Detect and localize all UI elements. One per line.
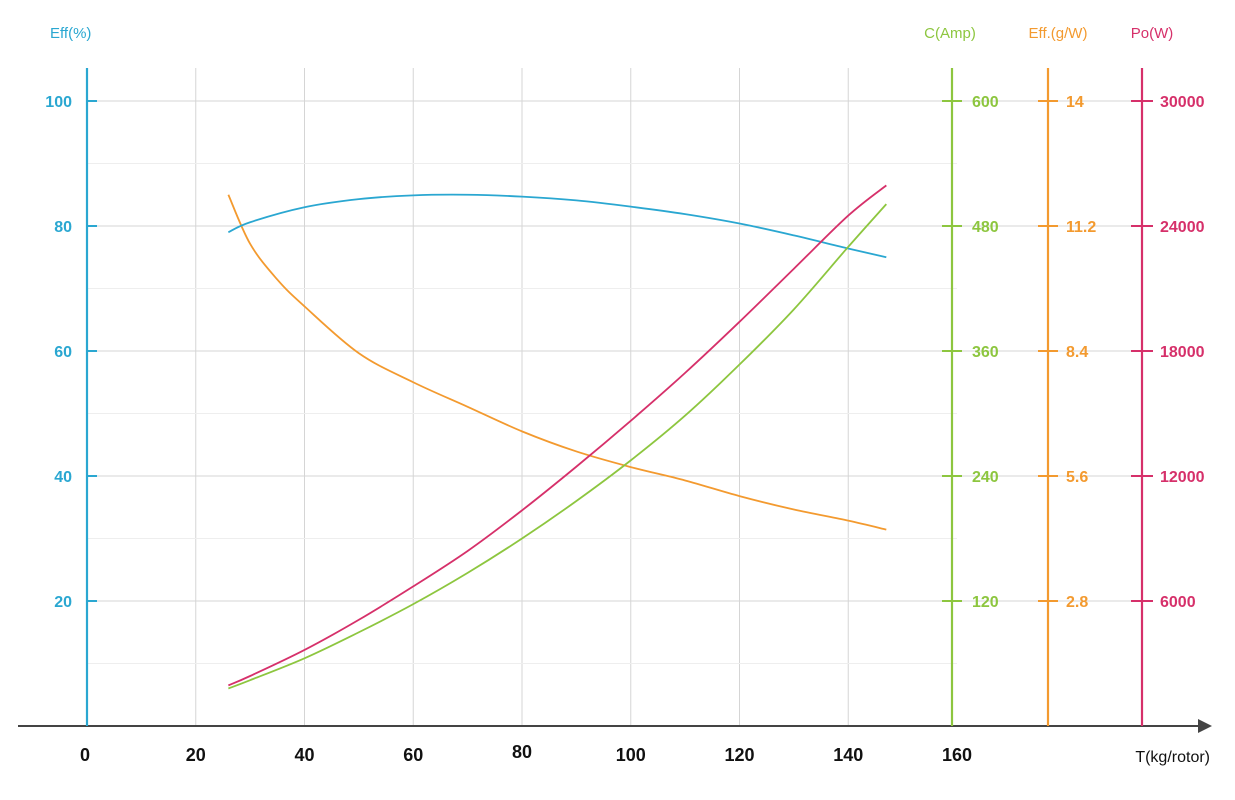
y-axis-title-current: C(Amp) <box>924 25 976 42</box>
y-tick-label-eff_gw: 11.2 <box>1066 219 1096 236</box>
x-tick-label: 40 <box>294 745 314 765</box>
y-tick-label-current: 120 <box>972 594 999 611</box>
x-tick-label: 80 <box>512 742 532 762</box>
grid-lines <box>87 68 1142 726</box>
axis-labels: T(kg/rotor) Eff(%) C(Amp) Eff.(g/W) Po(W) <box>50 25 1210 766</box>
y-axis-title-eff_gw: Eff.(g/W) <box>1029 25 1088 42</box>
y-axis-title-power: Po(W) <box>1131 25 1174 42</box>
y-tick-label-power: 24000 <box>1160 219 1205 236</box>
y-tick-label-current: 480 <box>972 219 999 236</box>
x-tick-label: 120 <box>724 745 754 765</box>
y-tick-label-eff_gw: 5.6 <box>1066 469 1088 486</box>
y-axis-title-eff_pct: Eff(%) <box>50 25 91 42</box>
y-tick-label-eff_pct: 60 <box>54 344 72 361</box>
x-tick-label: 20 <box>186 745 206 765</box>
y-tick-label-current: 600 <box>972 94 999 111</box>
x-tick-label: 100 <box>616 745 646 765</box>
x-axis-arrow-icon <box>1198 719 1212 733</box>
y-tick-label-power: 18000 <box>1160 344 1205 361</box>
y-tick-label-power: 6000 <box>1160 594 1196 611</box>
y-tick-label-eff_pct: 40 <box>54 469 72 486</box>
series-line-eff_pct <box>227 193 887 259</box>
y-tick-label-eff_pct: 20 <box>54 594 72 611</box>
series-line-power <box>228 184 887 687</box>
y-tick-label-eff_gw: 8.4 <box>1066 344 1088 361</box>
y-tick-label-current: 360 <box>972 344 999 361</box>
y-tick-label-power: 12000 <box>1160 469 1205 486</box>
x-tick-label: 140 <box>833 745 863 765</box>
y-tick-label-power: 30000 <box>1160 94 1205 111</box>
y-tick-label-eff_pct: 100 <box>45 94 72 111</box>
y-tick-label-current: 240 <box>972 469 999 486</box>
series-line-current <box>228 203 887 690</box>
y-tick-label-eff_pct: 80 <box>54 219 72 236</box>
x-tick-label: 0 <box>80 745 90 765</box>
y-tick-label-eff_gw: 14 <box>1066 94 1084 111</box>
x-tick-label: 160 <box>942 745 972 765</box>
y-tick-label-eff_gw: 2.8 <box>1066 594 1088 611</box>
series-line-eff_gw <box>227 194 887 531</box>
series-lines <box>227 184 887 690</box>
x-axis-title: T(kg/rotor) <box>1135 749 1210 766</box>
axes: 0 20 40 60 80 100 120 140 160 20 40 60 80 100 120 240 36… <box>18 68 1212 765</box>
x-tick-label: 60 <box>403 745 423 765</box>
